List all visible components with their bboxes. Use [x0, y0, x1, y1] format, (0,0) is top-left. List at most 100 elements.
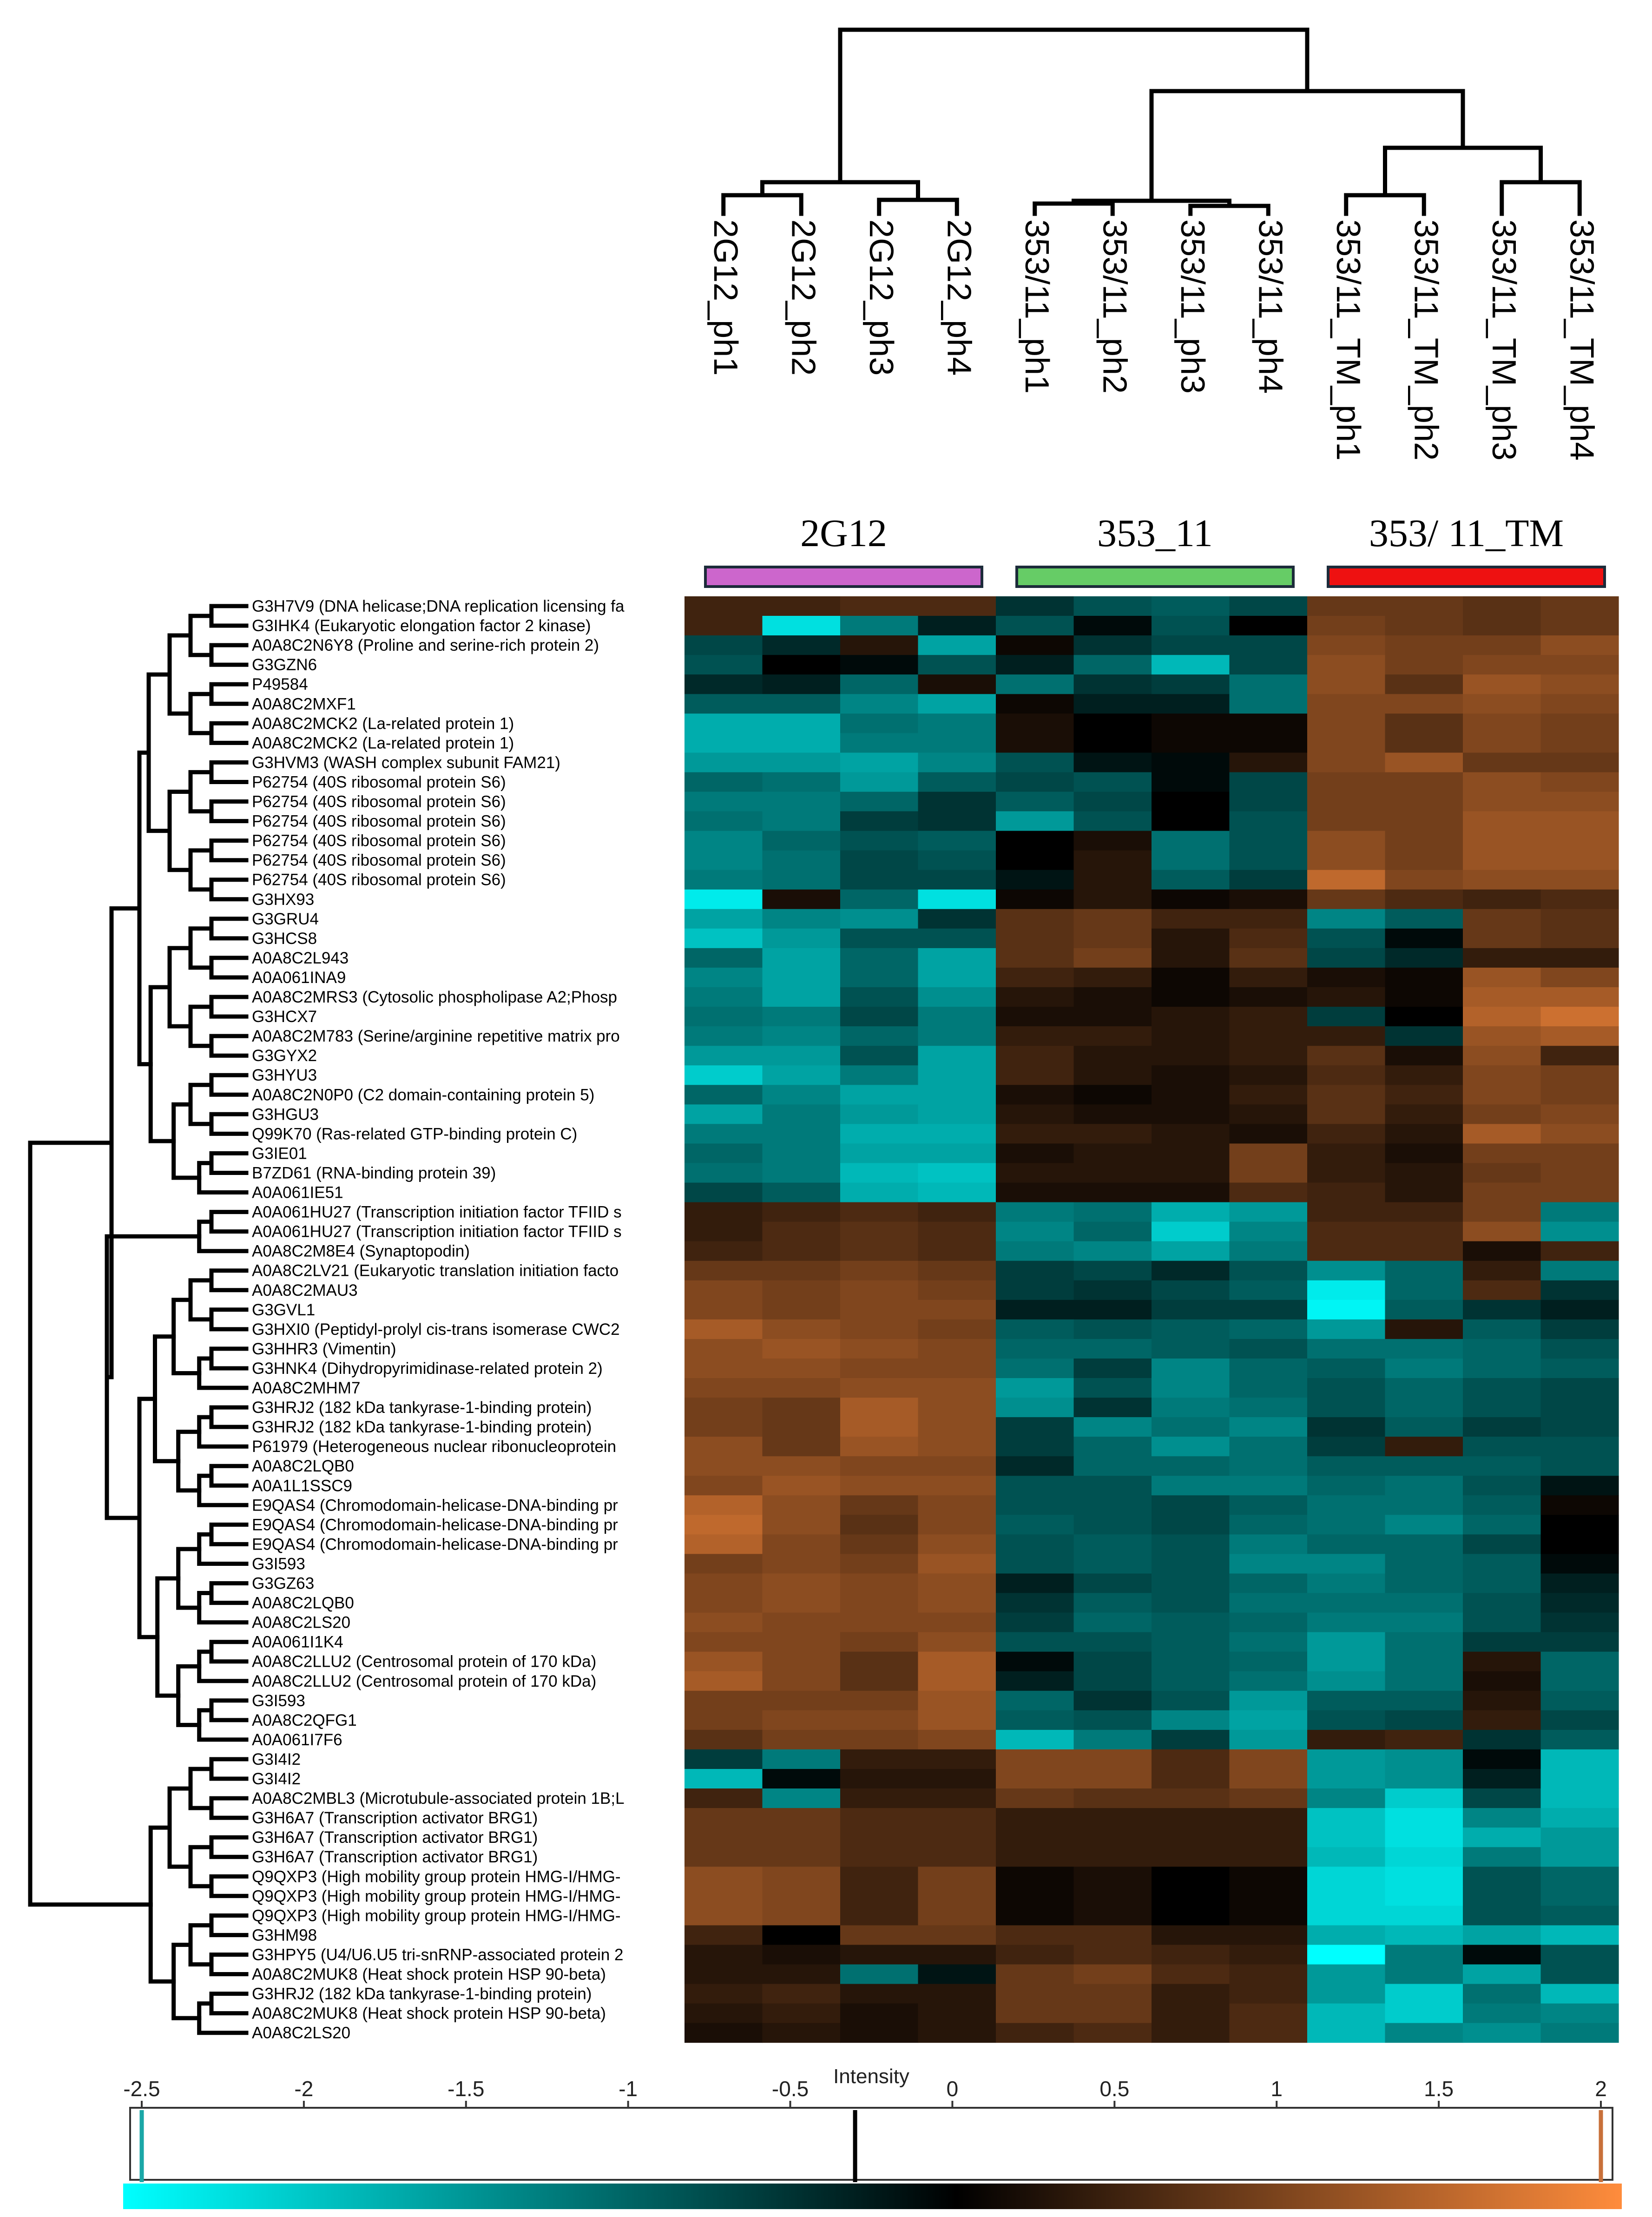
- heatmap-cell: [1229, 792, 1308, 812]
- heatmap-cell: [762, 2003, 841, 2024]
- heatmap-cell: [1229, 1124, 1308, 1144]
- heatmap-cell: [1073, 1046, 1152, 1066]
- heatmap-cell: [1385, 1925, 1463, 1945]
- heatmap-cell: [918, 850, 996, 871]
- heatmap-cell: [1073, 1554, 1152, 1574]
- heatmap-cell: [840, 1143, 919, 1163]
- heatmap-cell: [684, 635, 763, 655]
- heatmap-cell: [1540, 2003, 1619, 2024]
- heatmap-cell: [918, 1260, 996, 1281]
- heatmap-cell: [840, 1378, 919, 1398]
- heatmap-cell: [1540, 1437, 1619, 1457]
- heatmap-cell: [1463, 1085, 1541, 1105]
- heatmap-cell: [918, 1476, 996, 1496]
- row-label: P62754 (40S ribosomal protein S6): [252, 871, 506, 889]
- heatmap-cell: [918, 596, 996, 616]
- heatmap-cell: [840, 2023, 919, 2043]
- heatmap-cell: [1540, 1651, 1619, 1672]
- heatmap-cell: [762, 1984, 841, 2004]
- row-dendrogram-link: [155, 1576, 181, 1698]
- heatmap-cell: [1152, 1143, 1230, 1163]
- heatmap-cell: [918, 1651, 996, 1672]
- column-dendrogram: [721, 27, 1582, 216]
- heatmap-cell: [1540, 1534, 1619, 1554]
- heatmap-cell: [1463, 1495, 1541, 1515]
- heatmap-cell: [1229, 1182, 1308, 1203]
- heatmap-cell: [1152, 1749, 1230, 1769]
- heatmap-cell: [1073, 1124, 1152, 1144]
- heatmap-cell: [1229, 889, 1308, 910]
- heatmap-cell: [1540, 1984, 1619, 2004]
- heatmap-cell: [1385, 1515, 1463, 1535]
- heatmap-cell: [840, 733, 919, 753]
- row-label: A0A061HU27 (Transcription initiation fac…: [252, 1203, 622, 1221]
- heatmap-cell: [1152, 1710, 1230, 1730]
- column-label: 353/11_ph3: [1174, 219, 1211, 394]
- heatmap-cell: [1307, 1163, 1386, 1183]
- column-dendrogram-link: [721, 193, 803, 216]
- heatmap-cell: [1073, 1260, 1152, 1281]
- group-bar: [1015, 566, 1295, 588]
- heatmap-cell: [1073, 850, 1152, 871]
- heatmap-cell: [1073, 1573, 1152, 1594]
- row-dendrogram-link: [209, 604, 249, 628]
- heatmap-cell: [762, 674, 841, 694]
- heatmap-cell: [1463, 2003, 1541, 2024]
- heatmap-cell: [996, 1515, 1074, 1535]
- heatmap-cell: [762, 1358, 841, 1379]
- heatmap-cell: [1307, 1046, 1386, 1066]
- heatmap-cell: [1540, 655, 1619, 675]
- heatmap-cell: [1152, 1808, 1230, 1828]
- row-label: G3IE01: [252, 1144, 307, 1162]
- column-label: 2G12_ph4: [940, 219, 977, 376]
- heatmap-cell: [840, 967, 919, 988]
- heatmap-cell: [684, 1163, 763, 1183]
- heatmap-cell: [1073, 1690, 1152, 1711]
- heatmap-cell: [1385, 870, 1463, 890]
- row-dendrogram-link: [197, 1415, 249, 1449]
- heatmap-cell: [1307, 1788, 1386, 1808]
- heatmap-cell: [918, 1280, 996, 1300]
- row-label: A0A8C2MCK2 (La-related protein 1): [252, 714, 514, 732]
- heatmap-cell: [1463, 1378, 1541, 1398]
- heatmap-cell: [684, 1828, 763, 1848]
- heatmap-cell: [684, 1026, 763, 1046]
- row-label: A0A8C2MBL3 (Microtubule-associated prote…: [252, 1789, 625, 1808]
- heatmap-cell: [1385, 1612, 1463, 1633]
- heatmap-cell: [1385, 1221, 1463, 1242]
- heatmap-cell: [840, 1339, 919, 1359]
- row-label: A0A8C2M8E4 (Synaptopodin): [252, 1242, 470, 1260]
- heatmap-cell: [1385, 1046, 1463, 1066]
- heatmap-cell: [1152, 1163, 1230, 1183]
- heatmap-cell: [840, 1534, 919, 1554]
- heatmap-cell: [1229, 850, 1308, 871]
- heatmap-cell: [684, 850, 763, 871]
- heatmap-cell: [1152, 1534, 1230, 1554]
- row-dendrogram-link: [209, 1346, 249, 1371]
- heatmap-cell: [762, 1612, 841, 1633]
- heatmap-cell: [1463, 596, 1541, 616]
- heatmap-cell: [684, 752, 763, 772]
- heatmap-cell: [1229, 1651, 1308, 1672]
- heatmap-cell: [1073, 1085, 1152, 1105]
- heatmap-cell: [1229, 909, 1308, 929]
- heatmap-cell: [684, 1417, 763, 1437]
- heatmap-cell: [684, 772, 763, 792]
- heatmap-cell: [1307, 655, 1386, 675]
- heatmap-cell: [918, 1046, 996, 1066]
- row-dendrogram-link: [209, 760, 249, 784]
- heatmap-cell: [1540, 850, 1619, 871]
- heatmap-cell: [1385, 1495, 1463, 1515]
- heatmap-cell: [762, 1085, 841, 1105]
- heatmap-cell: [1073, 772, 1152, 792]
- heatmap-cell: [1152, 1378, 1230, 1398]
- heatmap-cell: [762, 1065, 841, 1085]
- heatmap-cell: [684, 1378, 763, 1398]
- heatmap-cell: [1540, 1612, 1619, 1633]
- heatmap-cell: [1540, 1710, 1619, 1730]
- heatmap-cell: [1307, 909, 1386, 929]
- heatmap-cell: [840, 1241, 919, 1261]
- heatmap-cell: [996, 1241, 1074, 1261]
- row-label: P62754 (40S ribosomal protein S6): [252, 812, 506, 831]
- heatmap-cell: [1463, 1808, 1541, 1828]
